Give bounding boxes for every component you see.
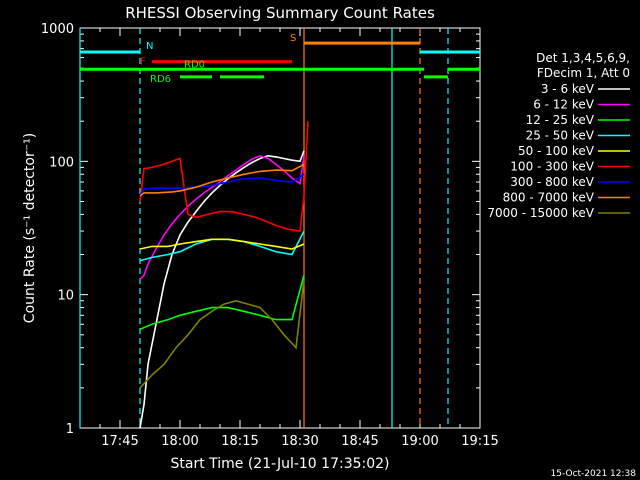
legend-label: 6 - 12 keV <box>533 98 595 112</box>
y-axis-label: Count Rate (s⁻¹ detector⁻¹) <box>22 133 38 323</box>
series-lines <box>139 121 309 429</box>
legend-label: 300 - 800 keV <box>510 175 594 189</box>
series-line <box>139 121 309 233</box>
legend-header: Det 1,3,4,5,6,9, <box>536 51 630 65</box>
y-tick-label: 100 <box>49 155 74 170</box>
legend-label: 50 - 100 keV <box>518 144 595 158</box>
series-line <box>139 163 305 197</box>
y-tick-label: 1000 <box>41 22 74 37</box>
x-tick-label: 18:45 <box>341 434 378 449</box>
x-tick-label: 19:00 <box>401 434 438 449</box>
x-tick-label: 18:15 <box>221 434 258 449</box>
state-bar-label: N <box>146 41 153 52</box>
legend-label: 800 - 7000 keV <box>503 191 595 205</box>
vertical-markers <box>79 28 449 428</box>
timestamp: 15-Oct-2021 12:38 <box>551 469 637 479</box>
series-line <box>139 279 305 389</box>
series-line <box>139 173 305 197</box>
state-bar-label: RD0 <box>184 59 205 70</box>
series-line <box>139 238 305 250</box>
legend: Det 1,3,4,5,6,9,FDecim 1, Att 0 3 - 6 keV… <box>487 51 630 220</box>
legend-label: 12 - 25 keV <box>526 113 595 127</box>
series-line <box>139 150 305 429</box>
legend-label: 25 - 50 keV <box>526 129 595 143</box>
state-bar-label: F <box>140 57 146 68</box>
x-tick-label: 18:30 <box>281 434 318 449</box>
x-tick-label: 17:45 <box>101 434 138 449</box>
x-tick-label: 19:15 <box>461 434 498 449</box>
y-tick-label: 1 <box>66 422 74 437</box>
legend-label: 100 - 300 keV <box>510 160 594 174</box>
legend-header: FDecim 1, Att 0 <box>537 66 630 80</box>
series-line <box>139 154 305 281</box>
series-line <box>139 274 305 331</box>
state-bars: N S F RD0 RD6 <box>80 33 480 85</box>
x-tick-labels: 17:45 18:00 18:15 18:30 18:45 19:00 19:15 <box>101 434 498 449</box>
y-tick-labels: 1 10 100 1000 <box>41 22 74 437</box>
chart-title: RHESSI Observing Summary Count Rates <box>125 4 435 22</box>
legend-label: 3 - 6 keV <box>541 82 595 96</box>
legend-label: 7000 - 15000 keV <box>487 206 594 220</box>
state-bar-label: RD6 <box>150 74 171 85</box>
y-tick-label: 10 <box>57 289 74 304</box>
x-axis-label: Start Time (21-Jul-10 17:35:02) <box>170 456 389 472</box>
state-bar-label: S <box>290 33 296 44</box>
x-tick-label: 18:00 <box>161 434 198 449</box>
